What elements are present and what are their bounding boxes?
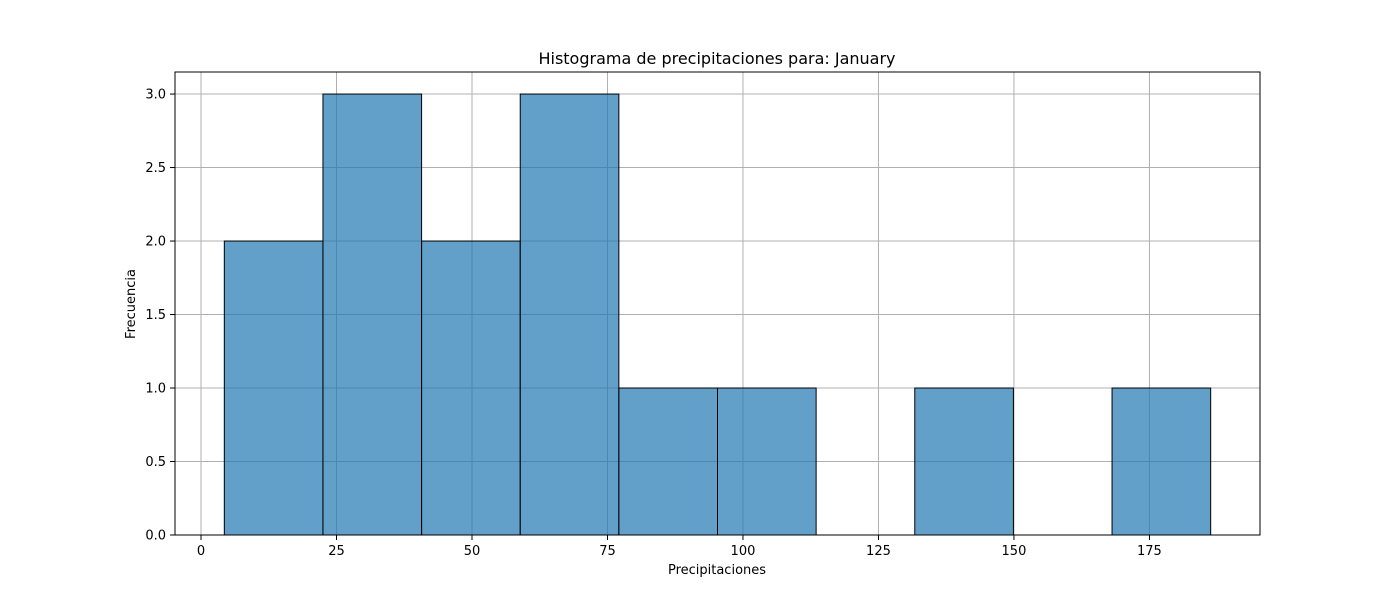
y-axis-label: Frecuencia — [124, 269, 139, 339]
x-tick-label: 25 — [328, 544, 345, 559]
x-axis-ticks: 0 25 50 75 100 125 150 175 — [197, 535, 1162, 559]
histogram-bar-4 — [618, 387, 719, 536]
histogram-bar-5 — [717, 387, 817, 536]
x-tick-label: 50 — [464, 544, 481, 559]
y-tick-label: 1.5 — [145, 308, 166, 323]
y-tick-label: 2.5 — [145, 161, 166, 176]
histogram-bar-2 — [421, 240, 521, 536]
histogram-bar-7 — [914, 387, 1014, 536]
y-tick-label: 0.0 — [145, 529, 166, 544]
x-tick-label: 175 — [1137, 544, 1162, 559]
x-tick-label: 125 — [866, 544, 891, 559]
x-tick-label: 100 — [731, 544, 756, 559]
histogram-bar-0 — [223, 240, 324, 536]
plot-frame — [174, 71, 1261, 536]
x-axis-label: Precipitaciones — [668, 563, 766, 578]
x-tick-label: 75 — [599, 544, 616, 559]
histogram-bars — [223, 93, 1212, 536]
chart-title: Histograma de precipitaciones para: Janu… — [538, 49, 895, 68]
y-tick-label: 1.0 — [145, 382, 166, 397]
histogram-bar-1 — [322, 93, 423, 536]
histogram-bar-3 — [519, 93, 620, 536]
x-tick-label: 150 — [1002, 544, 1027, 559]
y-tick-label: 3.0 — [145, 88, 166, 103]
y-tick-label: 2.0 — [145, 235, 166, 250]
histogram-bar-9 — [1111, 387, 1212, 536]
y-tick-label: 0.5 — [145, 455, 166, 470]
x-tick-label: 0 — [197, 544, 205, 559]
y-axis-ticks: 0.0 0.5 1.0 1.5 2.0 2.5 3.0 — [145, 88, 175, 544]
